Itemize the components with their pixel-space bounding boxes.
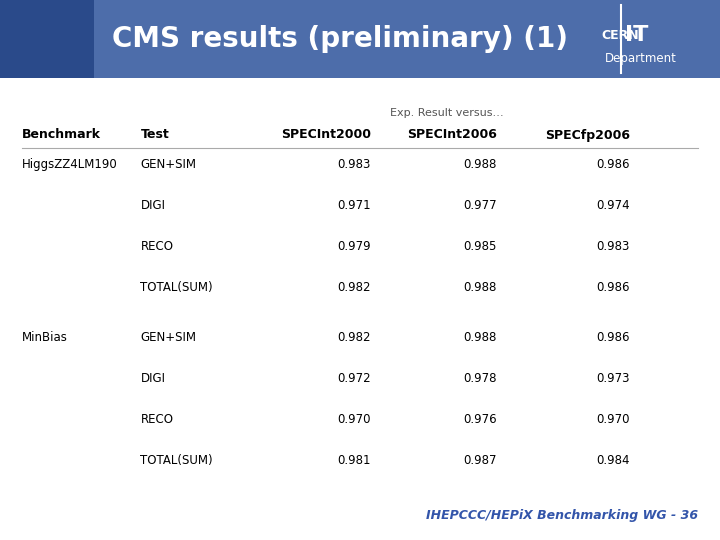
Text: 0.983: 0.983 (597, 240, 630, 253)
Text: 0.986: 0.986 (596, 331, 630, 344)
Text: 0.971: 0.971 (337, 199, 371, 212)
Text: 0.979: 0.979 (337, 240, 371, 253)
Text: 0.972: 0.972 (337, 372, 371, 385)
Text: IHEPCCC/HEPiX Benchmarking WG - 36: IHEPCCC/HEPiX Benchmarking WG - 36 (426, 509, 698, 522)
Text: SPECfp2006: SPECfp2006 (545, 129, 630, 141)
Text: IT: IT (625, 25, 648, 45)
Text: SPECInt2006: SPECInt2006 (407, 129, 497, 141)
Text: 0.974: 0.974 (596, 199, 630, 212)
Text: 0.970: 0.970 (596, 413, 630, 426)
Text: DIGI: DIGI (140, 199, 166, 212)
Text: 0.985: 0.985 (464, 240, 497, 253)
Text: Test: Test (140, 129, 169, 141)
Text: SPECInt2000: SPECInt2000 (281, 129, 371, 141)
Text: 0.988: 0.988 (464, 331, 497, 344)
Text: MinBias: MinBias (22, 331, 68, 344)
Text: 0.982: 0.982 (337, 281, 371, 294)
Text: 0.986: 0.986 (596, 158, 630, 171)
Text: HiggsZZ4LM190: HiggsZZ4LM190 (22, 158, 117, 171)
Text: CERN: CERN (601, 29, 639, 42)
Text: RECO: RECO (140, 413, 174, 426)
Bar (0, 0, 94, 78)
Text: GEN+SIM: GEN+SIM (140, 158, 197, 171)
Text: GEN+SIM: GEN+SIM (140, 331, 197, 344)
Text: 0.970: 0.970 (337, 413, 371, 426)
Text: CMS results (preliminary) (1): CMS results (preliminary) (1) (112, 25, 567, 53)
Bar (0, 0, 720, 78)
Text: 0.977: 0.977 (463, 199, 497, 212)
Text: Department: Department (605, 52, 677, 65)
Text: 0.976: 0.976 (463, 413, 497, 426)
Text: TOTAL(SUM): TOTAL(SUM) (140, 281, 213, 294)
Text: 0.973: 0.973 (596, 372, 630, 385)
Text: 0.983: 0.983 (338, 158, 371, 171)
Text: 0.988: 0.988 (464, 281, 497, 294)
Text: TOTAL(SUM): TOTAL(SUM) (140, 454, 213, 467)
Text: 0.986: 0.986 (596, 281, 630, 294)
Text: Benchmark: Benchmark (22, 129, 101, 141)
Text: 0.981: 0.981 (337, 454, 371, 467)
Text: 0.978: 0.978 (463, 372, 497, 385)
Text: Exp. Result versus…: Exp. Result versus… (390, 109, 503, 118)
Text: 0.982: 0.982 (337, 331, 371, 344)
Text: 0.984: 0.984 (596, 454, 630, 467)
Text: DIGI: DIGI (140, 372, 166, 385)
Text: 0.988: 0.988 (464, 158, 497, 171)
Text: 0.987: 0.987 (463, 454, 497, 467)
Text: RECO: RECO (140, 240, 174, 253)
